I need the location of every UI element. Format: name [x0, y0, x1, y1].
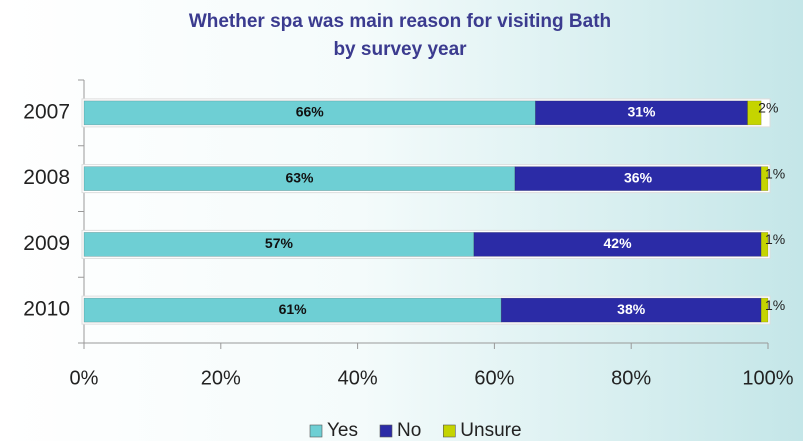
- bar-segment: [83, 232, 475, 257]
- bar-segment: [535, 100, 748, 126]
- y-tick-label: 2010: [23, 298, 70, 321]
- bar-segment: [760, 297, 769, 323]
- legend-label: No: [397, 420, 421, 441]
- legend-label: Unsure: [460, 420, 521, 441]
- x-tick-label: 100%: [742, 367, 793, 389]
- bar-segment: [83, 100, 536, 126]
- y-tick-label: 2008: [23, 166, 70, 189]
- value-label: 2%: [758, 100, 778, 116]
- value-label: 36%: [624, 169, 653, 185]
- value-label: 42%: [604, 235, 633, 251]
- value-label: 1%: [765, 297, 785, 313]
- bar-segment: [473, 232, 762, 257]
- bar-segment: [760, 166, 769, 191]
- bar-segment: [514, 166, 762, 191]
- bar-segment: [500, 297, 762, 323]
- legend-swatch: [309, 424, 323, 438]
- chart-title: Whether spa was main reason for visiting…: [189, 11, 611, 32]
- x-tick-label: 40%: [338, 367, 378, 389]
- x-tick-label: 80%: [611, 367, 651, 389]
- legend-swatch: [379, 424, 393, 438]
- x-tick-label: 20%: [201, 367, 241, 389]
- y-tick-label: 2007: [23, 100, 70, 123]
- bar-segment: [83, 166, 516, 191]
- legend-swatch: [442, 424, 456, 438]
- value-label: 1%: [765, 165, 785, 181]
- legend-label: Yes: [327, 420, 358, 441]
- bar-segment: [83, 297, 502, 323]
- value-label: 61%: [279, 301, 308, 317]
- x-tick-label: 0%: [70, 367, 99, 389]
- value-label: 57%: [265, 235, 294, 251]
- value-label: 63%: [285, 169, 314, 185]
- bar-segment: [760, 232, 769, 257]
- value-label: 31%: [627, 104, 656, 120]
- x-tick-label: 60%: [474, 367, 514, 389]
- chart-title: by survey year: [333, 39, 467, 60]
- value-label: 1%: [765, 231, 785, 247]
- bar-segment: [747, 100, 762, 126]
- y-tick-label: 2009: [23, 232, 70, 255]
- value-label: 38%: [617, 301, 646, 317]
- value-label: 66%: [296, 104, 325, 120]
